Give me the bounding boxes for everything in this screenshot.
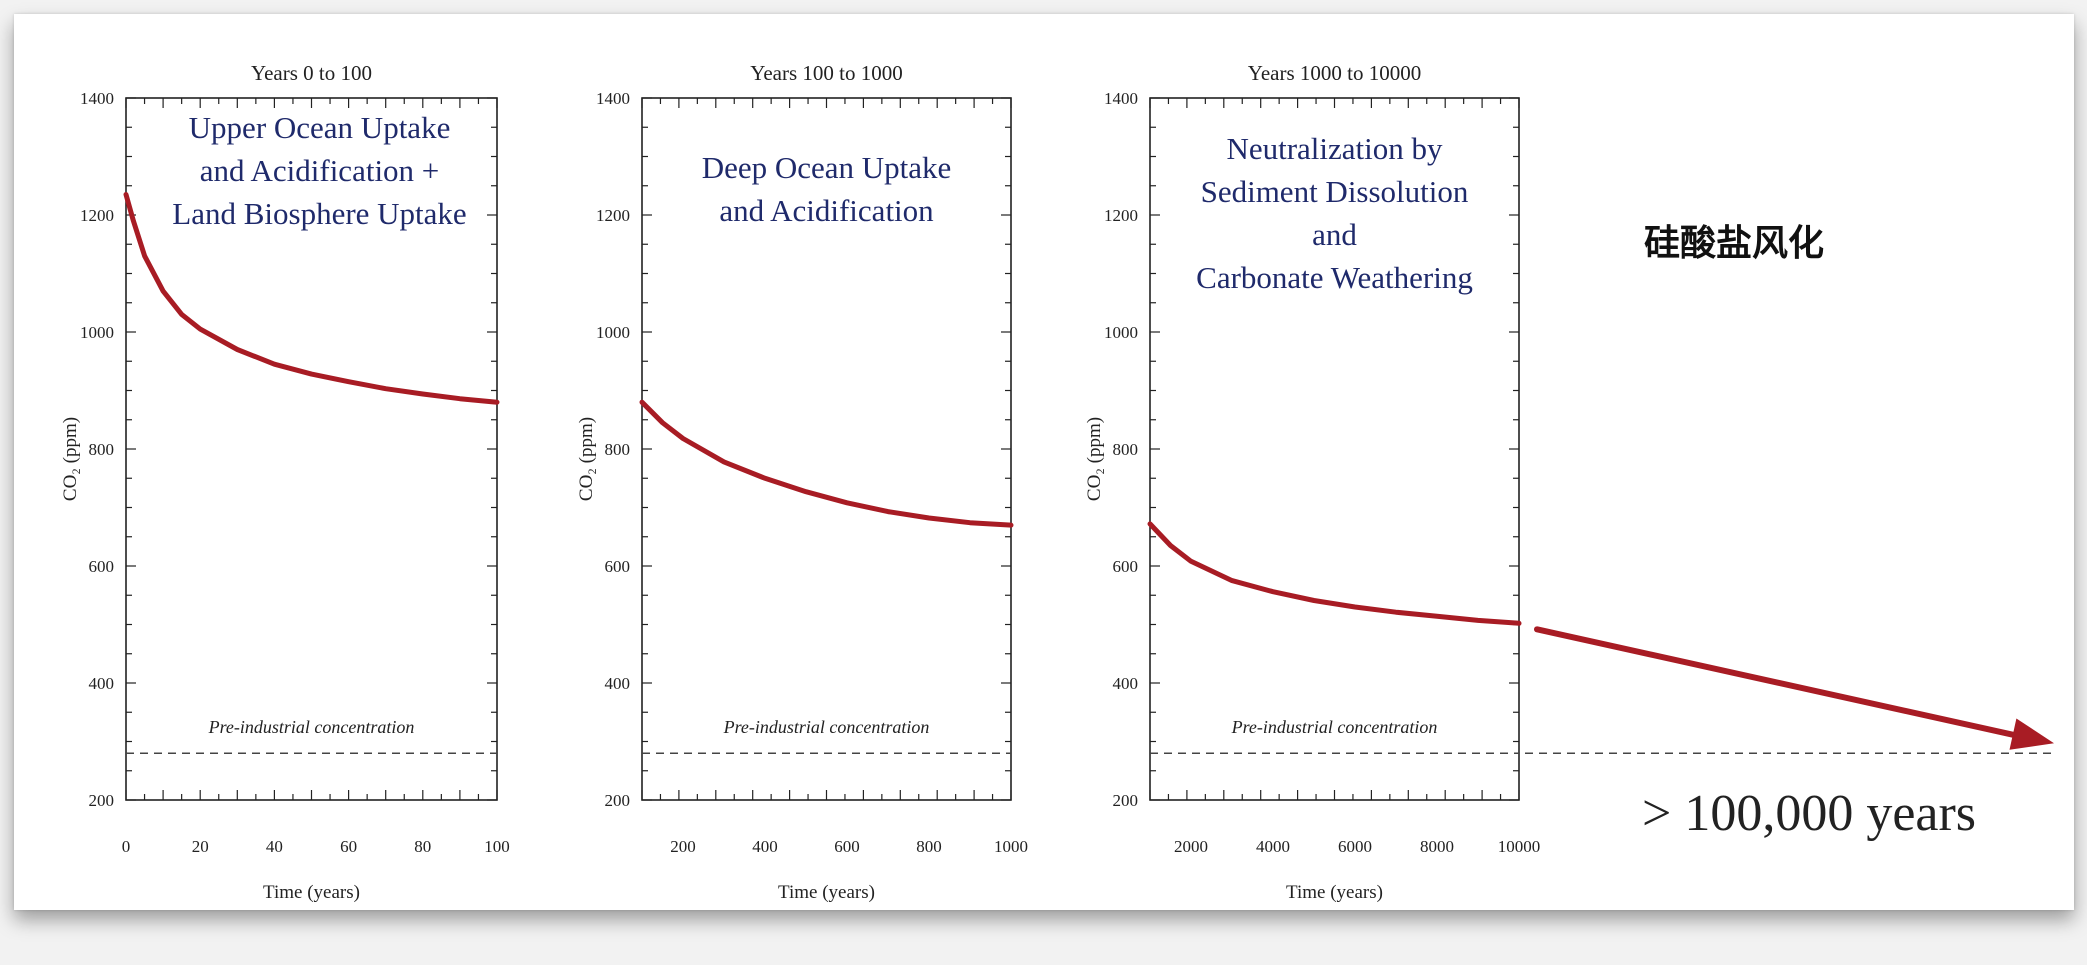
x-tick-label: 10000 bbox=[1498, 837, 1541, 856]
preindustrial-label: Pre-industrial concentration bbox=[1231, 717, 1438, 737]
y-tick-label: 400 bbox=[89, 674, 115, 693]
long-term-arrow-shaft bbox=[1534, 626, 2027, 741]
y-tick-label: 600 bbox=[89, 557, 115, 576]
y-tick-label: 800 bbox=[605, 440, 631, 459]
x-axis-label: Time (years) bbox=[778, 882, 875, 903]
y-tick-label: 800 bbox=[89, 440, 115, 459]
x-tick-label: 200 bbox=[670, 837, 696, 856]
x-tick-label: 4000 bbox=[1256, 837, 1290, 856]
x-tick-label: 60 bbox=[340, 837, 357, 856]
y-tick-label: 600 bbox=[605, 557, 631, 576]
y-tick-label: 200 bbox=[89, 791, 115, 810]
annotation-line: Sediment Dissolution bbox=[1201, 174, 1469, 209]
co2-curve bbox=[1147, 521, 1522, 626]
y-tick-label: 1400 bbox=[596, 89, 630, 108]
y-tick-label: 1400 bbox=[1104, 89, 1138, 108]
x-tick-label: 8000 bbox=[1420, 837, 1454, 856]
annotation-line: and Acidification + bbox=[200, 153, 440, 188]
annotation-line: and bbox=[1312, 217, 1357, 252]
y-tick-label: 1000 bbox=[80, 323, 114, 342]
y-tick-label: 400 bbox=[605, 674, 631, 693]
y-tick-label: 1000 bbox=[596, 323, 630, 342]
x-tick-label: 2000 bbox=[1174, 837, 1208, 856]
x-tick-label: 40 bbox=[266, 837, 283, 856]
x-tick-label: 100 bbox=[484, 837, 510, 856]
y-tick-label: 400 bbox=[1113, 674, 1139, 693]
co2-decline-figure: Years 0 to 100 200 400 600 800 1000 1200 1400 0 2… bbox=[60, 61, 2054, 903]
chart-panel-1: Years 0 to 100 200 400 600 800 1000 1200 1400 0 2… bbox=[60, 61, 510, 903]
figure-frame: Years 0 to 100 200 400 600 800 1000 1200 1400 0 2… bbox=[14, 14, 2074, 910]
y-tick-label: 1200 bbox=[80, 206, 114, 225]
chart-title: Years 1000 to 10000 bbox=[1248, 61, 1421, 85]
chart-panel-2: Years 100 to 1000 200 400 600 800 1000 1200 140… bbox=[576, 61, 1028, 903]
y-tick-label: 600 bbox=[1113, 557, 1139, 576]
y-tick-label: 1200 bbox=[1104, 206, 1138, 225]
x-axis-label: Time (years) bbox=[263, 882, 360, 903]
preindustrial-label: Pre-industrial concentration bbox=[723, 717, 930, 737]
annotation-line: Neutralization by bbox=[1226, 131, 1443, 166]
annotation-line: Upper Ocean Uptake bbox=[189, 110, 451, 145]
y-axis-label: CO₂ (ppm) bbox=[576, 417, 597, 501]
x-tick-label: 80 bbox=[414, 837, 431, 856]
x-tick-label: 6000 bbox=[1338, 837, 1372, 856]
y-tick-label: 1400 bbox=[80, 89, 114, 108]
y-tick-label: 200 bbox=[1113, 791, 1139, 810]
y-tick-label: 800 bbox=[1113, 440, 1139, 459]
annotation-line: Carbonate Weathering bbox=[1196, 260, 1473, 295]
long-term-label: > 100,000 years bbox=[1642, 785, 1977, 842]
silicate-weathering-label: 硅酸盐风化 bbox=[1644, 223, 1825, 264]
x-tick-label: 400 bbox=[752, 837, 778, 856]
annotation-line: and Acidification bbox=[719, 193, 934, 228]
chart-title: Years 100 to 1000 bbox=[750, 61, 902, 85]
y-tick-label: 1200 bbox=[596, 206, 630, 225]
y-tick-label: 200 bbox=[605, 791, 631, 810]
co2-curve bbox=[639, 399, 1014, 528]
x-tick-label: 800 bbox=[916, 837, 942, 856]
x-tick-label: 20 bbox=[192, 837, 209, 856]
preindustrial-label: Pre-industrial concentration bbox=[208, 717, 415, 737]
x-tick-label: 0 bbox=[122, 837, 131, 856]
chart-title: Years 0 to 100 bbox=[251, 61, 372, 85]
x-axis-label: Time (years) bbox=[1286, 882, 1383, 903]
y-axis-label: CO₂ (ppm) bbox=[60, 417, 81, 501]
x-tick-label: 600 bbox=[834, 837, 860, 856]
x-tick-label: 1000 bbox=[994, 837, 1028, 856]
co2-curve bbox=[123, 192, 500, 405]
y-axis-label: CO₂ (ppm) bbox=[1084, 417, 1105, 501]
annotation-line: Deep Ocean Uptake bbox=[702, 150, 952, 185]
chart-panel-3: Years 1000 to 10000 200 400 600 800 1000 1200 1… bbox=[1084, 61, 1540, 903]
annotation-line: Land Biosphere Uptake bbox=[172, 196, 466, 231]
long-term-arrow-head bbox=[2009, 718, 2054, 750]
y-tick-label: 1000 bbox=[1104, 323, 1138, 342]
